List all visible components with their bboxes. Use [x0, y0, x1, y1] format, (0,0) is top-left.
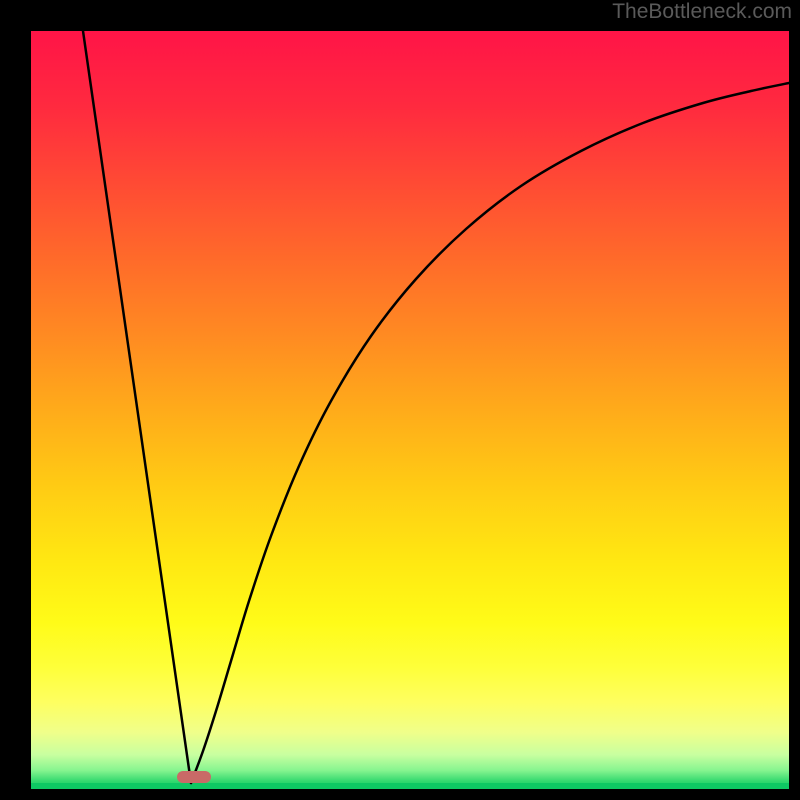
plot-area [31, 31, 789, 789]
chart-frame: TheBottleneck.com [0, 0, 800, 800]
vertex-marker [177, 771, 211, 783]
watermark-text: TheBottleneck.com [612, 0, 792, 24]
bottleneck-curve [31, 31, 789, 789]
